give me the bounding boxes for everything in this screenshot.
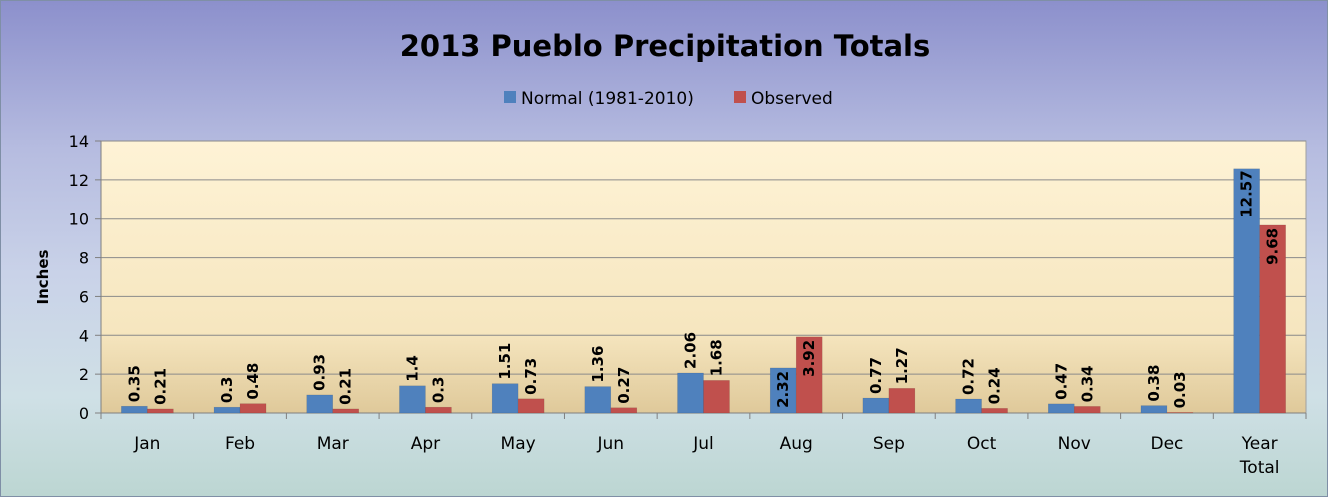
bar [306, 394, 333, 414]
bar [491, 383, 519, 414]
data-label: 0.35 [125, 365, 143, 402]
data-label: 1.27 [893, 347, 911, 384]
data-label: 1.4 [403, 355, 421, 382]
y-tick-label: 0 [79, 404, 89, 423]
data-label: 0.72 [960, 358, 978, 395]
bar [1259, 224, 1286, 414]
data-label: 1.68 [708, 339, 726, 376]
bar [239, 403, 267, 414]
bar [517, 398, 545, 414]
legend-label: Normal (1981-2010) [521, 89, 694, 109]
x-tick-label: Mar [317, 434, 349, 454]
bar [610, 407, 638, 414]
data-label: 0.47 [1052, 363, 1070, 400]
bar [888, 388, 916, 414]
bar [1048, 403, 1075, 414]
y-tick-label: 10 [69, 210, 89, 229]
data-label: 0.73 [522, 358, 540, 395]
bar [213, 406, 241, 414]
x-tick-label: Oct [967, 434, 997, 454]
y-tick-label: 6 [79, 287, 89, 306]
data-label: 2.06 [682, 332, 700, 369]
y-axis-label: Inches [34, 249, 52, 304]
bar [1140, 405, 1168, 414]
data-label: 0.21 [337, 368, 355, 405]
bar [1074, 406, 1101, 414]
y-tick-label: 12 [69, 171, 89, 190]
x-tick-label: Jul [692, 434, 714, 454]
data-label: 1.36 [589, 346, 607, 383]
data-label: 2.32 [774, 371, 792, 408]
data-label: 0.38 [1145, 365, 1163, 402]
data-label: 0.34 [1078, 365, 1096, 402]
bar [795, 336, 823, 414]
data-label: 0.93 [311, 354, 329, 391]
legend: Normal (1981-2010) Observed [504, 89, 833, 109]
data-label: 0.03 [1171, 371, 1189, 408]
legend-swatch [504, 91, 516, 103]
x-tick-label: Nov [1058, 434, 1091, 454]
bar [955, 398, 982, 414]
data-label: 12.57 [1238, 170, 1256, 217]
bar [981, 408, 1008, 414]
bar [584, 386, 612, 414]
data-label: 0.48 [244, 363, 262, 400]
x-tick-label: Jan [133, 434, 160, 454]
y-tick-label: 2 [79, 365, 89, 384]
data-label: 1.51 [496, 343, 514, 380]
data-label: 0.3 [218, 377, 236, 404]
legend-label: Observed [751, 89, 833, 109]
data-label: 3.92 [800, 340, 818, 377]
bar [862, 397, 890, 414]
bar [425, 406, 452, 414]
y-tick-label: 14 [69, 132, 89, 151]
bar [147, 408, 174, 414]
bar [1233, 168, 1260, 414]
bar [121, 405, 148, 414]
x-tick-label: Year [1241, 434, 1278, 454]
x-tick-label: Feb [225, 434, 255, 454]
bar [399, 385, 426, 414]
plot-background [100, 140, 1307, 414]
y-tick-label: 4 [79, 326, 89, 345]
plot-area: 0 2 4 6 8 10 12 14 Jan 0.35 0.21 Feb 0.3 0.48 Mar 0.93 0… [69, 132, 1307, 478]
x-tick-label: Sep [873, 434, 905, 454]
bar [1166, 412, 1194, 414]
x-tick-label: Aug [780, 434, 813, 454]
data-label: 0.77 [867, 357, 885, 394]
data-label: 9.68 [1264, 228, 1282, 265]
x-tick-label: May [501, 434, 536, 454]
bar [769, 367, 797, 414]
chart-title: 2013 Pueblo Precipitation Totals [400, 29, 931, 63]
x-tick-label: Dec [1151, 434, 1184, 454]
data-label: 0.3 [429, 377, 447, 404]
x-tick-label: Total [1239, 458, 1280, 478]
bar [703, 380, 730, 414]
bar [332, 408, 359, 414]
x-tick-label: Apr [411, 434, 440, 454]
data-label: 0.24 [986, 367, 1004, 404]
bar [677, 372, 704, 414]
data-label: 0.27 [615, 367, 633, 404]
x-tick-label: Jun [597, 434, 625, 454]
legend-swatch [734, 91, 746, 103]
data-label: 0.21 [151, 368, 169, 405]
y-tick-label: 8 [79, 249, 89, 268]
